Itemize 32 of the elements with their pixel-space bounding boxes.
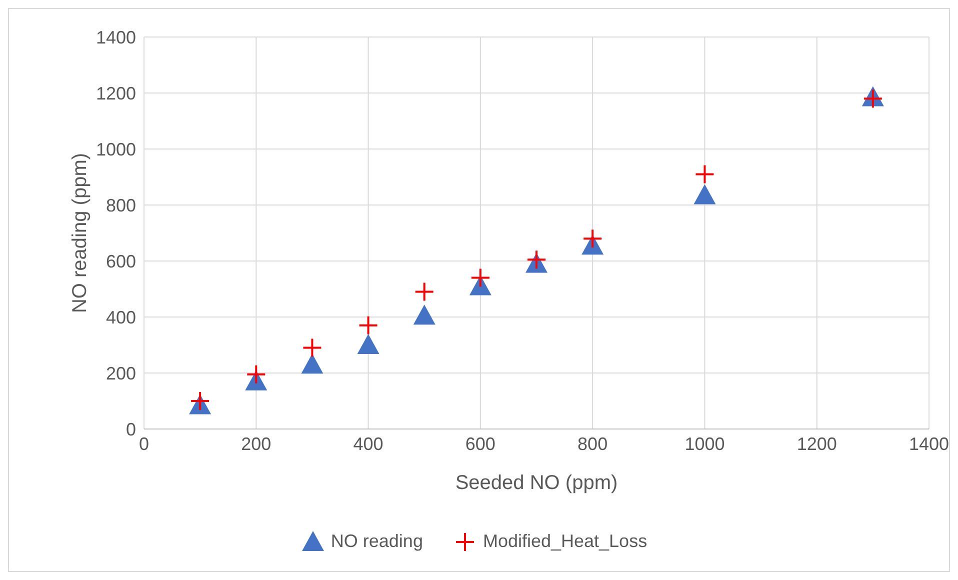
x-tick-label: 1400 bbox=[908, 434, 950, 454]
x-tick-label: 600 bbox=[465, 434, 496, 454]
y-tick-label: 1400 bbox=[96, 27, 136, 48]
point bbox=[358, 315, 378, 336]
point bbox=[190, 391, 210, 411]
point bbox=[301, 354, 324, 374]
y-tick-label: 0 bbox=[126, 419, 136, 440]
point bbox=[470, 268, 490, 288]
point bbox=[414, 282, 434, 302]
y-tick-label: 400 bbox=[106, 307, 136, 328]
x-tick-label: 1200 bbox=[796, 434, 837, 454]
y-tick-label: 200 bbox=[106, 363, 136, 384]
y-tick-label: 600 bbox=[106, 251, 136, 272]
y-axis-title: NO reading (ppm) bbox=[69, 152, 92, 314]
point bbox=[582, 228, 603, 249]
point bbox=[413, 304, 436, 325]
x-tick-label: 200 bbox=[241, 434, 272, 454]
point bbox=[302, 338, 322, 358]
x-tick-label: 400 bbox=[353, 434, 384, 454]
y-tick-label: 1000 bbox=[96, 139, 136, 160]
y-tick-label: 800 bbox=[106, 195, 136, 216]
x-tick-label: 800 bbox=[578, 434, 608, 454]
point bbox=[694, 164, 715, 184]
legend-label: Modified_Heat_Loss bbox=[482, 530, 648, 552]
legend-label: NO reading bbox=[330, 530, 423, 553]
x-tick-label: 1000 bbox=[684, 434, 725, 454]
x-axis-title: Seeded NO (ppm) bbox=[455, 472, 618, 494]
point bbox=[694, 184, 716, 204]
x-tick-label: 0 bbox=[138, 434, 150, 454]
y-tick-label: 1200 bbox=[96, 83, 136, 104]
point bbox=[357, 334, 380, 354]
point bbox=[246, 364, 266, 384]
